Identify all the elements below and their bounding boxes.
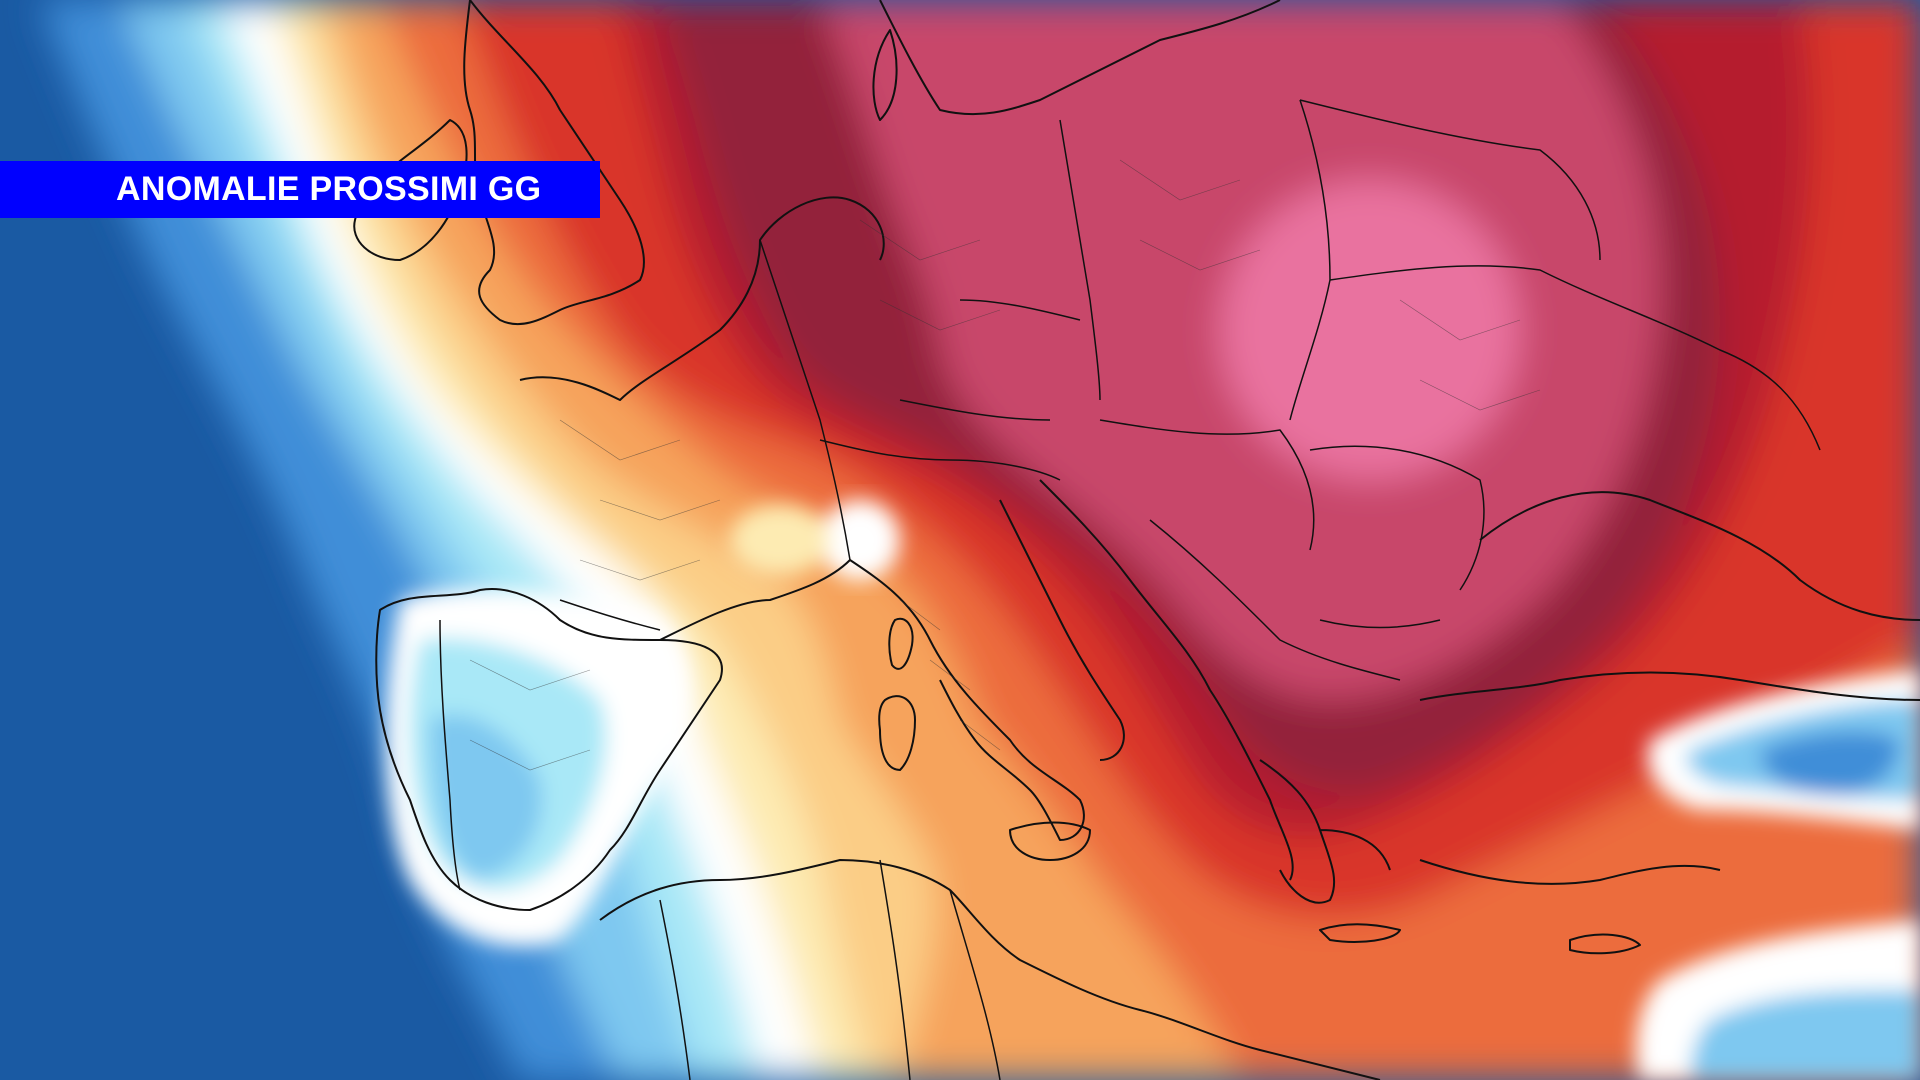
coast-turkey-north: [1419, 671, 1920, 701]
regional-lines-italy: [899, 599, 1001, 751]
border-alps: [819, 439, 1061, 481]
border-tunisia-libya: [949, 889, 1001, 1080]
coast-adriatic-east: [1039, 479, 1294, 881]
title-banner: ANOMALIE PROSSIMI GG: [0, 161, 600, 218]
regional-lines-iberia: [469, 659, 591, 771]
coast-sardinia: [878, 695, 916, 771]
regional-lines-germany: [859, 219, 1001, 331]
turkey-cold-spot: [1647, 670, 1920, 830]
coast-baltic: [879, 0, 1281, 116]
coast-great-britain: [463, 0, 645, 326]
coast-north-africa: [599, 859, 1381, 1080]
coast-crete: [1319, 923, 1401, 943]
regional-lines-poland: [1119, 159, 1261, 271]
coast-cyprus: [1569, 933, 1641, 955]
coast-denmark: [872, 29, 898, 121]
border-algeria-tunisia: [879, 859, 911, 1080]
border-france-germany: [759, 239, 851, 561]
coast-italy: [849, 559, 1085, 841]
border-morocco-algeria: [659, 899, 691, 1080]
alps-spot: [730, 500, 900, 580]
border-hungary: [1099, 419, 1315, 551]
border-balkans: [1149, 519, 1401, 681]
coast-iberia: [375, 588, 723, 911]
regional-lines-france: [559, 419, 721, 581]
border-bulgaria: [1319, 619, 1441, 629]
peak-core: [1220, 180, 1520, 480]
coast-black-sea: [1479, 491, 1920, 621]
regional-borders: [469, 159, 1541, 771]
coast-italy-east: [999, 499, 1125, 761]
coast-corsica: [888, 617, 914, 670]
border-romania: [1309, 445, 1485, 591]
border-germany-poland: [1059, 119, 1101, 401]
coast-greece: [1259, 759, 1391, 904]
border-spain-portugal: [439, 619, 461, 891]
coast-turkey-south: [1419, 859, 1721, 885]
border-pyrenees: [559, 599, 661, 631]
coast-france-med: [659, 559, 851, 641]
border-ukraine: [1329, 265, 1821, 451]
levant-cold-spot: [1636, 920, 1920, 1080]
banner-title: ANOMALIE PROSSIMI GG: [116, 170, 542, 208]
coastlines: [353, 0, 1920, 1080]
country-borders: [439, 99, 1821, 1080]
coast-west-europe: [519, 196, 885, 401]
border-germany-austria: [899, 399, 1051, 421]
border-belarus: [1299, 99, 1601, 261]
anomaly-field: [40, 0, 1920, 1080]
regional-lines-ukraine: [1399, 299, 1541, 411]
border-germany-czech: [959, 299, 1081, 321]
coast-sicily: [1009, 821, 1091, 861]
